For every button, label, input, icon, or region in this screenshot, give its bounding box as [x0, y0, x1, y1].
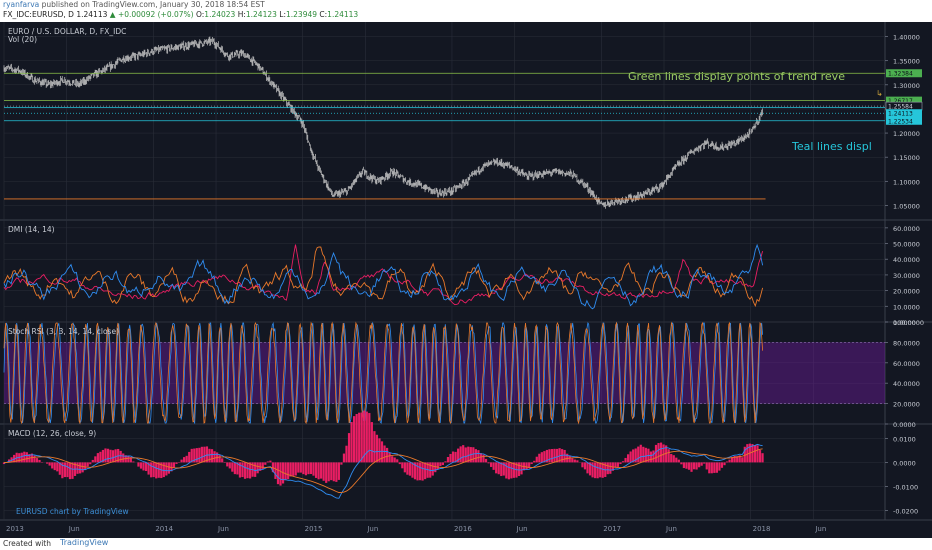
minus-di-line [3, 246, 764, 308]
x-tick-label: 2018 [753, 525, 771, 533]
x-tick-label: 2015 [305, 525, 323, 533]
y-tick-label: 10.0000 [893, 303, 920, 311]
stoch-d-line [3, 321, 763, 425]
watermark: EURUSD chart by TradingView [16, 507, 129, 516]
y-tick-label: -0.0200 [893, 507, 918, 515]
close-value: 1.24113 [327, 10, 359, 19]
open-value: 1.24023 [204, 10, 236, 19]
chart-svg[interactable]: 2013 Jun 2014 Jun 2015 Jun 2016 Jun 2017 Jun 2018 J… [0, 22, 932, 538]
x-tick-label: Jun [366, 525, 378, 533]
annotation-green: Green lines display points of trend reve [628, 70, 845, 83]
y-tick-label: 60.0000 [893, 360, 920, 368]
y-tick-label: 80.0000 [893, 339, 920, 347]
y-tick-label: 0.0000 [893, 421, 916, 429]
close-label: C: [319, 10, 328, 19]
price-label: 1.25584 [888, 104, 913, 111]
price-label-box [886, 96, 922, 105]
last-price: 1.24113 [76, 10, 108, 19]
y-tick-label: 50.0000 [893, 241, 920, 249]
price-label-box [886, 69, 922, 78]
ohlc-line: FX_IDC:EURUSD, D 1.24113 ▲ +0.00092 (+0.… [3, 10, 358, 19]
chart-area[interactable]: 2013 Jun 2014 Jun 2015 Jun 2016 Jun 2017 Jun 2018 J… [0, 22, 932, 538]
price-label: 1.24113 [888, 111, 913, 118]
x-tick-label: Jun [814, 525, 826, 533]
up-arrow-icon: ▲ [109, 10, 116, 19]
footer: Created with TradingView [0, 538, 932, 550]
y-tick-label: 60.0000 [893, 225, 920, 233]
y-tick-label: 1.40000 [893, 33, 920, 41]
y-tick-label: 1.15000 [893, 154, 920, 162]
y-tick-label: 100.0000 [893, 319, 924, 327]
x-tick-label: 2016 [454, 525, 472, 533]
y-tick-label: 1.10000 [893, 178, 920, 186]
annotation-arrow: ↳ [876, 89, 883, 98]
y-tick-label: -0.0100 [893, 483, 918, 491]
y-tick-label: 0.0100 [893, 435, 916, 443]
macd-line [3, 443, 763, 499]
created-with-label: Created with [3, 539, 51, 548]
price-label: 1.32384 [888, 71, 913, 78]
price-change: +0.00092 (+0.07%) [117, 10, 194, 19]
high-value: 1.24123 [245, 10, 277, 19]
x-tick-label: 2014 [155, 525, 173, 533]
x-tick-label: Jun [68, 525, 80, 533]
signal-line [4, 448, 763, 494]
price-label: 1.22534 [888, 118, 913, 125]
price-pane-title: EURO / U.S. DOLLAR, D, FX_IDC [8, 27, 126, 36]
volume-title: Vol (20) [8, 35, 37, 44]
x-tick-label: 2017 [603, 525, 621, 533]
y-tick-label: 40.0000 [893, 380, 920, 388]
x-tick-label: Jun [516, 525, 528, 533]
price-label: 1.26717 [888, 98, 913, 105]
x-tick-label: Jun [665, 525, 677, 533]
low-value: 1.23949 [286, 10, 318, 19]
price-label-box [886, 116, 922, 125]
y-tick-label: 1.20000 [893, 130, 920, 138]
y-tick-label: 1.05000 [893, 203, 920, 211]
tradingview-logo[interactable]: TradingView [60, 538, 109, 547]
chart-header: ryanfarva published on TradingView.com, … [0, 0, 932, 22]
publish-info: published on TradingView.com, January 30… [41, 0, 265, 9]
y-tick-label: 1.30000 [893, 82, 920, 90]
high-label: H: [237, 10, 246, 19]
author-link[interactable]: ryanfarva [3, 0, 40, 9]
open-label: O: [195, 10, 205, 19]
price-label-box [886, 109, 922, 118]
x-tick-label: 2013 [6, 525, 24, 533]
annotation-teal: Teal lines displ [791, 140, 872, 153]
x-tick-label: Jun [217, 525, 229, 533]
publish-line: ryanfarva published on TradingView.com, … [3, 0, 265, 9]
y-tick-label: 30.0000 [893, 272, 920, 280]
y-tick-label: 40.0000 [893, 256, 920, 264]
y-tick-label: 0.0000 [893, 319, 916, 327]
macd-pane-title: MACD (12, 26, close, 9) [8, 429, 96, 438]
symbol-label: FX_IDC:EURUSD, D [3, 10, 74, 19]
stoch-pane-title: Stoch RSI (3, 3, 14, 14, close) [8, 327, 119, 336]
low-label: L: [279, 10, 286, 19]
y-tick-label: 0.0000 [893, 459, 916, 467]
y-tick-label: 1.35000 [893, 58, 920, 66]
y-tick-label: 20.0000 [893, 401, 920, 409]
y-tick-label: 20.0000 [893, 288, 920, 296]
plus-di-line [3, 243, 764, 310]
stoch-k-line [3, 321, 763, 425]
dmi-pane-title: DMI (14, 14) [8, 225, 55, 234]
